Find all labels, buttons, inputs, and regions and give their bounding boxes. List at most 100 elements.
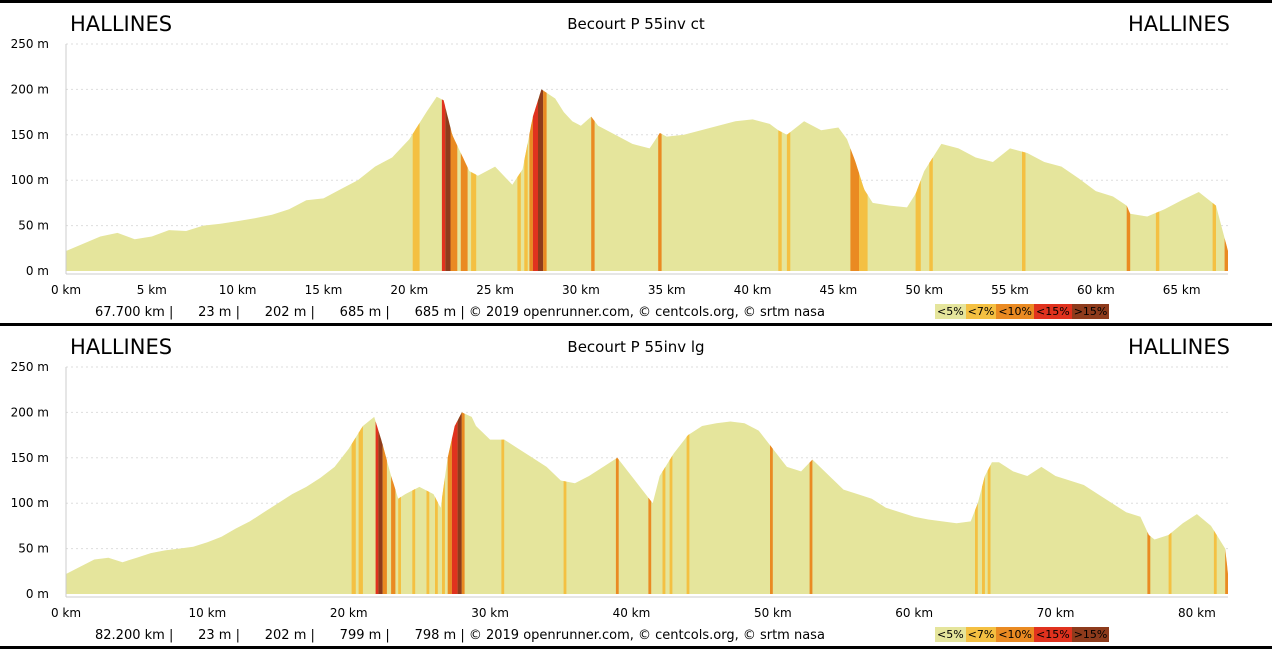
x-tick-label: 10 km — [219, 283, 257, 297]
x-tick-label: 30 km — [562, 283, 600, 297]
gradient-segment — [532, 100, 538, 271]
legend-lt5: <5% — [935, 627, 966, 642]
gradient-segment — [615, 457, 619, 594]
gradient-segment — [529, 116, 533, 271]
y-tick-label: 0 m — [26, 264, 49, 278]
y-tick-label: 250 m — [11, 360, 49, 374]
elevation-profile-panel-2: HALLINES Becourt P 55inv lg HALLINES 0 m… — [0, 323, 1272, 646]
start-place-label: HALLINES — [70, 12, 173, 36]
gradient-segment — [457, 412, 462, 594]
legend-lt10: <10% — [996, 304, 1035, 319]
gradient-segment — [778, 130, 782, 271]
gradient-segment — [929, 157, 933, 271]
x-tick-label: 55 km — [991, 283, 1029, 297]
gradient-segment — [1126, 205, 1131, 271]
gradient-segment — [850, 148, 859, 271]
gradient-segment — [426, 490, 430, 594]
gradient-segment — [591, 116, 595, 271]
gradient-legend: <5% <7% <10% <15% >15% — [935, 304, 1110, 319]
y-tick-label: 50 m — [18, 542, 49, 556]
elevation-chart: 0 m 50 m 100 m 150 m 200 m 250 m 0 km 10 km 20 k… — [11, 360, 1228, 620]
gradient-segment — [471, 172, 477, 271]
gradient-segment — [378, 430, 383, 594]
gradient-segment — [859, 172, 868, 271]
gradient-segment — [658, 133, 662, 271]
start-place-label: HALLINES — [70, 335, 173, 359]
x-tick-label: 35 km — [648, 283, 686, 297]
y-tick-label: 200 m — [11, 82, 49, 96]
route-stats: 82.200 km | 23 m | 202 m | 799 m | 798 m… — [95, 628, 825, 643]
gradient-segment — [412, 489, 416, 594]
elevation-chart: 0 m 50 m 100 m 150 m 200 m 250 m 0 km 5 km 10 km… — [11, 37, 1228, 297]
y-tick-label: 150 m — [11, 128, 49, 142]
x-tick-label: 50 km — [754, 606, 792, 620]
gradient-segment — [1213, 530, 1217, 594]
x-tick-label: 60 km — [895, 606, 933, 620]
x-tick-label: 60 km — [1077, 283, 1115, 297]
x-tick-label: 0 km — [51, 283, 81, 297]
gradient-segment — [460, 153, 468, 271]
gradient-segment — [447, 438, 452, 594]
gradient-segment — [915, 180, 921, 271]
gradient-segment — [1212, 202, 1216, 271]
legend-lt10: <10% — [996, 627, 1035, 642]
y-tick-label: 50 m — [18, 219, 49, 233]
elevation-profile-panel-1: HALLINES Becourt P 55inv ct HALLINES 0 m… — [0, 0, 1272, 323]
y-tick-label: 200 m — [11, 405, 49, 419]
x-tick-label: 40 km — [613, 606, 651, 620]
gradient-segment — [445, 107, 451, 271]
gradient-segment — [669, 455, 673, 594]
y-tick-label: 150 m — [11, 451, 49, 465]
legend-lt5: <5% — [935, 304, 966, 319]
gradient-segment — [517, 171, 521, 271]
gradient-segment — [982, 476, 985, 594]
legend-gt15: >15% — [1071, 627, 1110, 642]
chart-title: Becourt P 55inv ct — [567, 15, 705, 33]
x-tick-label: 15 km — [305, 283, 343, 297]
gradient-segment — [524, 143, 528, 271]
separator-rule — [0, 323, 1272, 326]
gradient-segment — [809, 459, 813, 594]
route-stats: 67.700 km | 23 m | 202 m | 685 m | 685 m… — [95, 305, 825, 320]
gradient-segment — [435, 496, 438, 594]
gradient-legend: <5% <7% <10% <15% >15% — [935, 627, 1110, 642]
x-tick-label: 20 km — [390, 283, 428, 297]
y-tick-label: 0 m — [26, 587, 49, 601]
gradient-segment — [662, 466, 666, 594]
gradient-segment — [398, 496, 401, 594]
gradient-segment — [451, 420, 458, 594]
legend-lt7: <7% — [965, 304, 997, 319]
x-tick-label: 50 km — [905, 283, 943, 297]
gradient-segment — [450, 127, 458, 272]
gradient-segment — [1225, 548, 1228, 594]
elevation-area — [66, 412, 1228, 594]
gradient-segment — [1155, 211, 1160, 271]
gradient-segment — [543, 90, 547, 271]
gradient-segment — [375, 421, 379, 594]
gradient-segment — [412, 123, 420, 271]
gradient-segment — [975, 503, 978, 594]
y-tick-label: 100 m — [11, 173, 49, 187]
gradient-segment — [1022, 151, 1026, 271]
gradient-segment — [786, 132, 791, 271]
x-tick-label: 25 km — [476, 283, 514, 297]
gradient-segment — [391, 476, 396, 594]
x-tick-label: 10 km — [188, 606, 226, 620]
x-tick-label: 5 km — [137, 283, 167, 297]
legend-gt15: >15% — [1071, 304, 1110, 319]
gradient-segment — [563, 481, 567, 594]
gradient-segment — [538, 89, 544, 272]
x-tick-label: 65 km — [1163, 283, 1201, 297]
gradient-segment — [1147, 532, 1151, 594]
x-tick-label: 30 km — [471, 606, 509, 620]
x-tick-label: 70 km — [1037, 606, 1075, 620]
y-tick-label: 250 m — [11, 37, 49, 51]
x-tick-label: 80 km — [1178, 606, 1216, 620]
x-tick-label: 45 km — [820, 283, 858, 297]
gradient-segment — [358, 426, 363, 594]
gradient-segment — [351, 437, 356, 594]
gradient-segment — [648, 497, 652, 594]
top-rule — [0, 0, 1272, 3]
end-place-label: HALLINES — [1127, 12, 1230, 36]
gradient-segment — [686, 434, 690, 594]
